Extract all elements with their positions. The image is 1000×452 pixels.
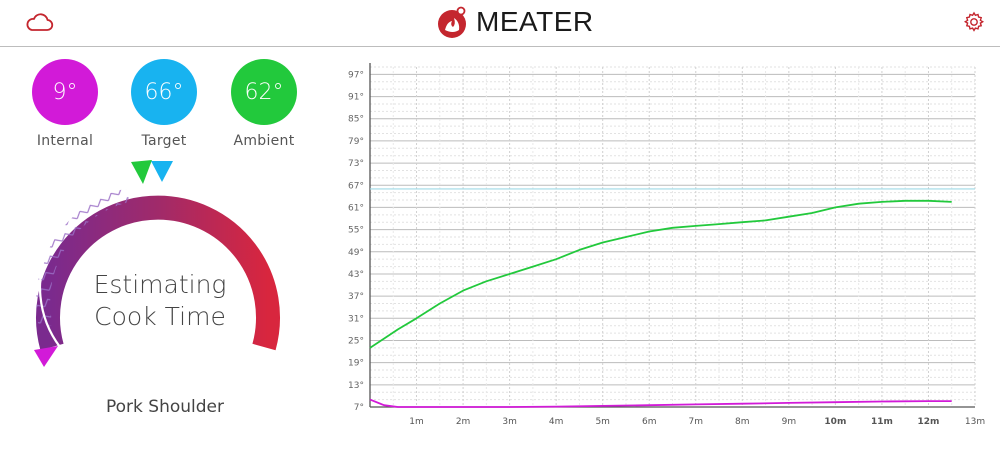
y-tick-label: 61° [348, 203, 364, 213]
target-temp-label: Target [141, 133, 187, 149]
flame-logo-icon [438, 6, 466, 38]
ambient-temp[interactable]: 62° Ambient [224, 59, 304, 149]
x-tick-label: 7m [689, 417, 704, 427]
x-tick-label: 13m [965, 417, 985, 427]
y-tick-label: 31° [348, 314, 364, 324]
brand-name: MEATER [476, 6, 594, 37]
cloud-icon[interactable] [24, 10, 54, 34]
y-tick-label: 79° [348, 137, 364, 147]
y-tick-label: 13° [348, 381, 364, 391]
y-tick-label: 67° [348, 181, 364, 191]
y-tick-label: 43° [348, 270, 364, 280]
cook-progress-dial [34, 160, 280, 367]
x-tick-label: 2m [456, 417, 471, 427]
dial-progress-line [38, 185, 139, 348]
x-tick-label: 12m [918, 417, 940, 427]
x-tick-label: 8m [735, 417, 750, 427]
y-tick-label: 25° [348, 336, 364, 346]
ambient-temp-circle: 62° [231, 59, 297, 125]
internal-temp-circle: 9° [32, 59, 98, 125]
internal-temp-series [369, 398, 952, 408]
internal-temp-label: Internal [36, 133, 94, 149]
x-tick-label: 3m [502, 417, 516, 427]
x-tick-label: 4m [549, 417, 564, 427]
ambient-marker-icon [131, 160, 152, 184]
target-temp[interactable]: 66° Target [124, 59, 204, 149]
y-tick-label: 49° [348, 248, 364, 258]
temperature-chart: 7° 13° 19° 25° 31° 37° 43° 49° 55° 61° 67° 73° 79° 85… [330, 47, 1000, 448]
dial-progress-band [36, 188, 130, 329]
x-tick-label: 1m [409, 417, 424, 427]
cook-time-status-line2: Cook Time [94, 302, 226, 331]
x-tick-label: 6m [642, 417, 657, 427]
y-tick-label: 73° [348, 159, 364, 169]
y-tick-label: 19° [348, 359, 364, 369]
y-tick-label: 97° [348, 70, 364, 80]
ambient-temp-series [369, 199, 952, 349]
target-marker-icon [151, 161, 173, 182]
gear-icon[interactable] [962, 10, 986, 34]
internal-temp-value: 9° [52, 79, 78, 105]
target-temp-value: 66° [144, 79, 184, 105]
internal-marker-icon [34, 346, 58, 367]
ambient-temp-label: Ambient [233, 133, 295, 149]
internal-temp[interactable]: 9° Internal [25, 59, 105, 149]
x-tick-label: 9m [782, 417, 797, 427]
cook-time-status: Estimating Cook Time [70, 269, 250, 333]
y-tick-label: 91° [348, 93, 364, 103]
target-temp-circle: 66° [131, 59, 197, 125]
ambient-temp-value: 62° [244, 79, 284, 105]
probe-panel: 9° Internal 66° Target 62° Ambient [0, 47, 330, 448]
y-tick-label: 7° [354, 403, 364, 413]
meat-name[interactable]: Pork Shoulder [106, 397, 224, 417]
x-tick-label: 10m [824, 417, 846, 427]
x-tick-label: 11m [871, 417, 893, 427]
meater-logo: MEATER [434, 4, 594, 40]
y-tick-label: 37° [348, 292, 364, 302]
cook-time-status-line1: Estimating [93, 270, 227, 299]
y-tick-label: 55° [348, 226, 364, 236]
dial-arc [36, 195, 280, 351]
y-tick-label: 85° [348, 115, 364, 125]
app-header: MEATER [0, 0, 1000, 47]
x-tick-label: 5m [595, 417, 610, 427]
